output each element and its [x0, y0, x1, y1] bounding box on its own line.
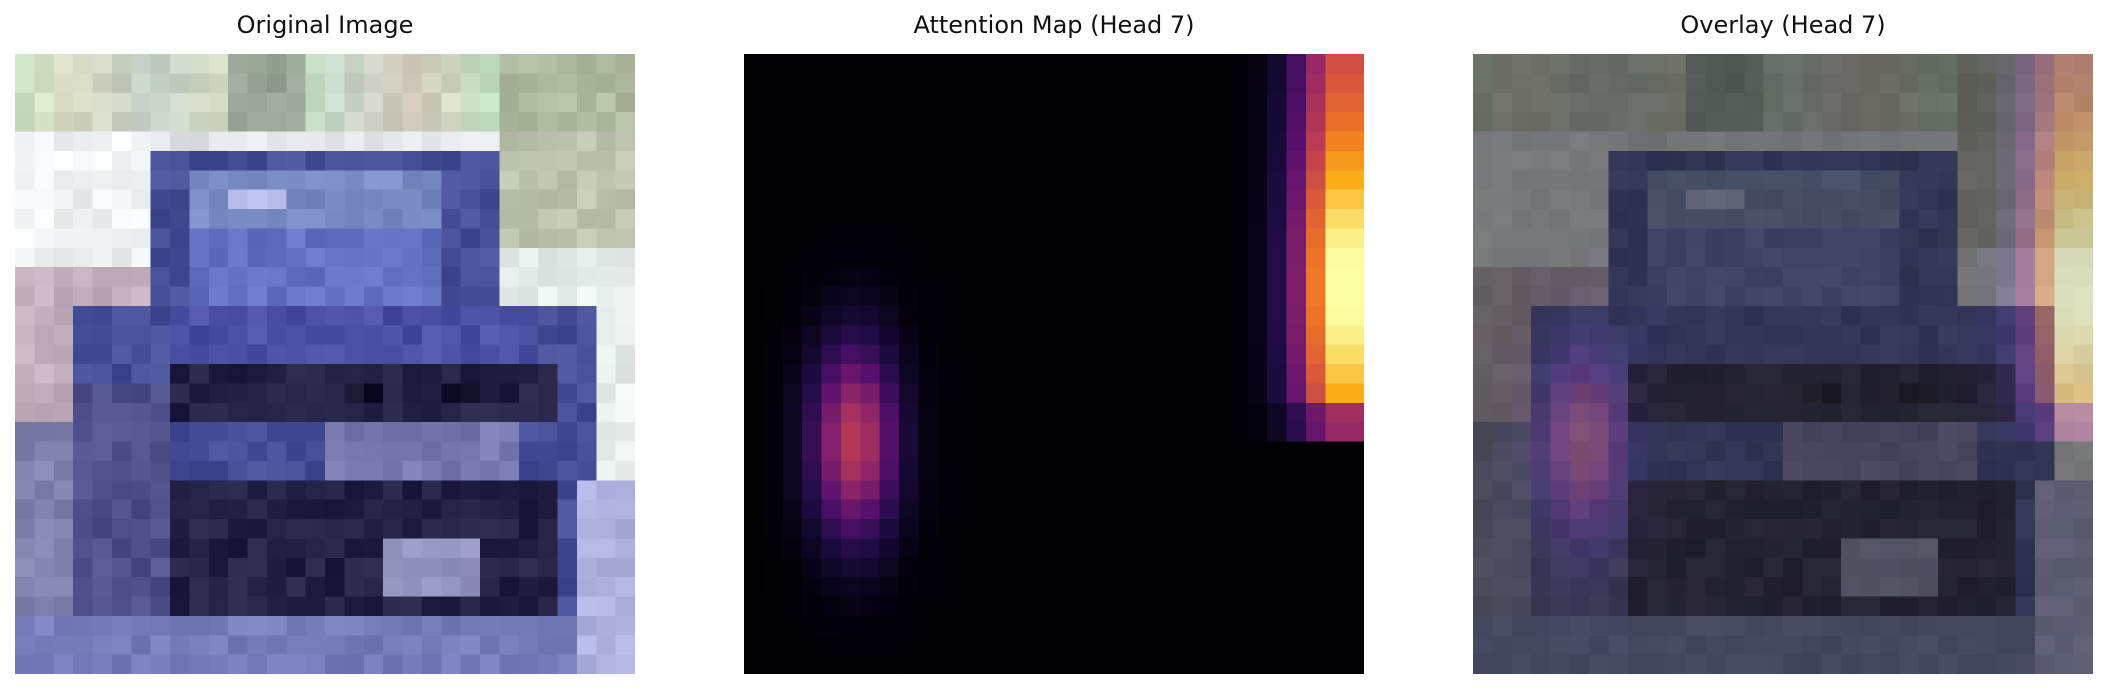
overlay-panel: Overlay (Head 7) [1473, 0, 2093, 688]
attention-heatmap [744, 54, 1364, 674]
attention-map-panel: Attention Map (Head 7) [744, 0, 1364, 688]
overlay-image [1473, 54, 2093, 674]
overlay-figure [1473, 54, 2093, 674]
attention-map-figure [744, 54, 1364, 674]
original-image-figure [15, 54, 635, 674]
original-image-title: Original Image [236, 11, 414, 39]
original-image-panel: Original Image [15, 0, 635, 688]
overlay-title: Overlay (Head 7) [1680, 11, 1886, 39]
original-image [15, 54, 635, 674]
attention-map-title: Attention Map (Head 7) [913, 11, 1195, 39]
